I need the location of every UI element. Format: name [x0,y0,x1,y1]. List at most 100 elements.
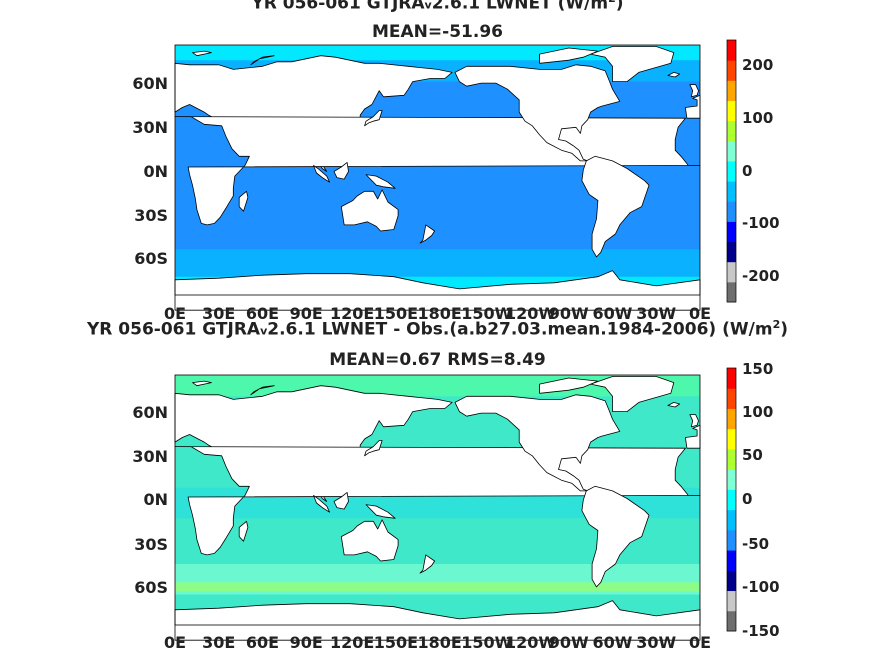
panel2-colorbar-tick: -100 [742,578,780,596]
panel2-xtick: 30W [636,633,677,652]
panel1-ytick: 60N [132,74,168,93]
landmass-madagascar [238,520,249,542]
panel2-colorbar-tick: 150 [742,360,774,378]
panel2-colorbar-swatch [727,509,736,531]
panel1-colorbar-swatch [727,261,736,283]
panel1-colorbar-tick: -200 [742,267,780,285]
landmass-sumatra [313,165,331,183]
panel1-colorbar-tick: 100 [742,109,774,127]
panel2-xtick: 0E [163,633,187,652]
landmass-namerica [454,394,621,492]
panel2-xtick: 30E [202,633,236,652]
landmass-japan [364,440,383,457]
landmass-borneo [333,492,349,510]
map-frame [174,44,701,296]
panel2-title: YR 056-061 GTJRAv2.6.1 LWNET - Obs.(a.b2… [0,318,875,340]
panel2-colorbar-swatch [727,408,736,430]
panel1-xtick: 30W [636,304,677,323]
panel1-xtick: 180E [417,304,462,323]
panel1-xtick: 120E [330,304,375,323]
panel1-colorbar-tick: 200 [742,56,774,74]
panel2-ytick: 30N [132,447,168,466]
panel2-xtick: 0E [688,633,712,652]
landmass-sumatra [313,495,331,513]
panel1-xtick: 60E [245,304,280,323]
panel2-title-subscript: v [260,324,268,338]
panel2-xtick: 90W [548,633,589,652]
landmass-iceland [667,71,681,78]
panel2-xtick: 60W [592,633,633,652]
panel2-colorbar-swatch [727,368,736,389]
panel2-colorbar-swatch [727,610,736,632]
landmass-namerica [454,64,621,162]
panel2-xtick: 90E [289,633,323,652]
panel1-xtick: 0E [688,304,712,323]
landmass-borneo [333,162,349,180]
panel2-colorbar-swatch [727,570,736,592]
panel2-title-text-2: 2.6.1 LWNET - Obs.(a.b27.03.mean.1984-20… [267,319,773,340]
landmass-greenland [590,46,675,82]
panel2-title-text-3: ) [780,319,788,340]
landmass-novaya [250,385,275,396]
landmass-uk [689,414,699,428]
panel1-ytick: 30S [134,206,168,225]
panel1-xtick: 30E [202,304,236,323]
panel1-colorbar-swatch [727,40,736,61]
landmass-samerica [581,155,650,258]
landmass-newguinea [365,174,396,189]
panel2-colorbar-swatch [727,469,736,490]
landmass-svalbard [192,50,212,57]
panel2-xtick: 60E [245,633,280,652]
panel2-colorbar-swatch [727,428,736,450]
landmass-japan [364,110,383,127]
panel1-colorbar-swatch [727,201,736,222]
panel1-colorbar-swatch [727,100,736,122]
panel1-colorbar-tick: -100 [742,214,780,232]
panel2-ytick: 30S [134,535,168,554]
landmass-europe_w [684,424,701,449]
panel2-xtick: 150E [373,633,419,652]
panel1-colorbar-swatch [727,80,736,101]
panel2-ytick: 0N [143,490,168,509]
field-band [175,582,700,592]
panel2-colorbar-swatch [727,550,736,571]
panel2-colorbar-swatch [727,388,736,409]
landmass-australia [340,519,399,562]
panel1-title-text: YR 056-061 GTJRA [251,0,425,14]
panel2-colorbar-tick: 50 [742,446,763,464]
landmass-nz [419,224,436,244]
panel1-colorbar-frame [726,39,737,303]
panel2-colorbar-frame [726,367,737,632]
panel1-mean: MEAN=-51.96 [372,22,503,42]
panel1-colorbar-swatch [727,221,736,243]
panel1-colorbar-swatch [727,60,736,81]
landmass-canada_isl [539,47,599,64]
panel2-colorbar-tick: 0 [742,490,753,508]
landmass-nz [419,554,436,574]
panel1-xtick: 120W [505,304,557,323]
panel2-ytick: 60S [134,578,168,597]
panel1-colorbar-swatch [727,120,736,142]
panel2-xtick: 150W [461,633,513,652]
landmass-greenland [590,376,675,412]
panel1-ytick: 60S [134,249,168,268]
landmass-newguinea [365,504,396,519]
panel2-ytick: 60N [132,403,168,422]
panel1-xtick: 60W [592,304,633,323]
panel2-colorbar-swatch [727,489,736,511]
panel1-colorbar-swatch [727,181,736,202]
panel2-colorbar-swatch [727,448,736,470]
panel1-xtick: 0E [163,304,187,323]
landmass-europe_w [684,94,701,119]
landmass-novaya [250,55,275,66]
panel2-colorbar-swatch [727,529,736,551]
panel1-xtick: 150W [461,304,513,323]
panel2-colorbar-swatch [727,590,736,612]
panel2-title-text: YR 056-061 GTJRA [86,319,261,340]
panel1-title: YR 056-061 GTJRAv2.6.1 LWNET (W/m2) [0,0,875,14]
panel1-title-superscript: 2 [608,0,616,5]
panel2-xtick: 120W [505,633,557,652]
